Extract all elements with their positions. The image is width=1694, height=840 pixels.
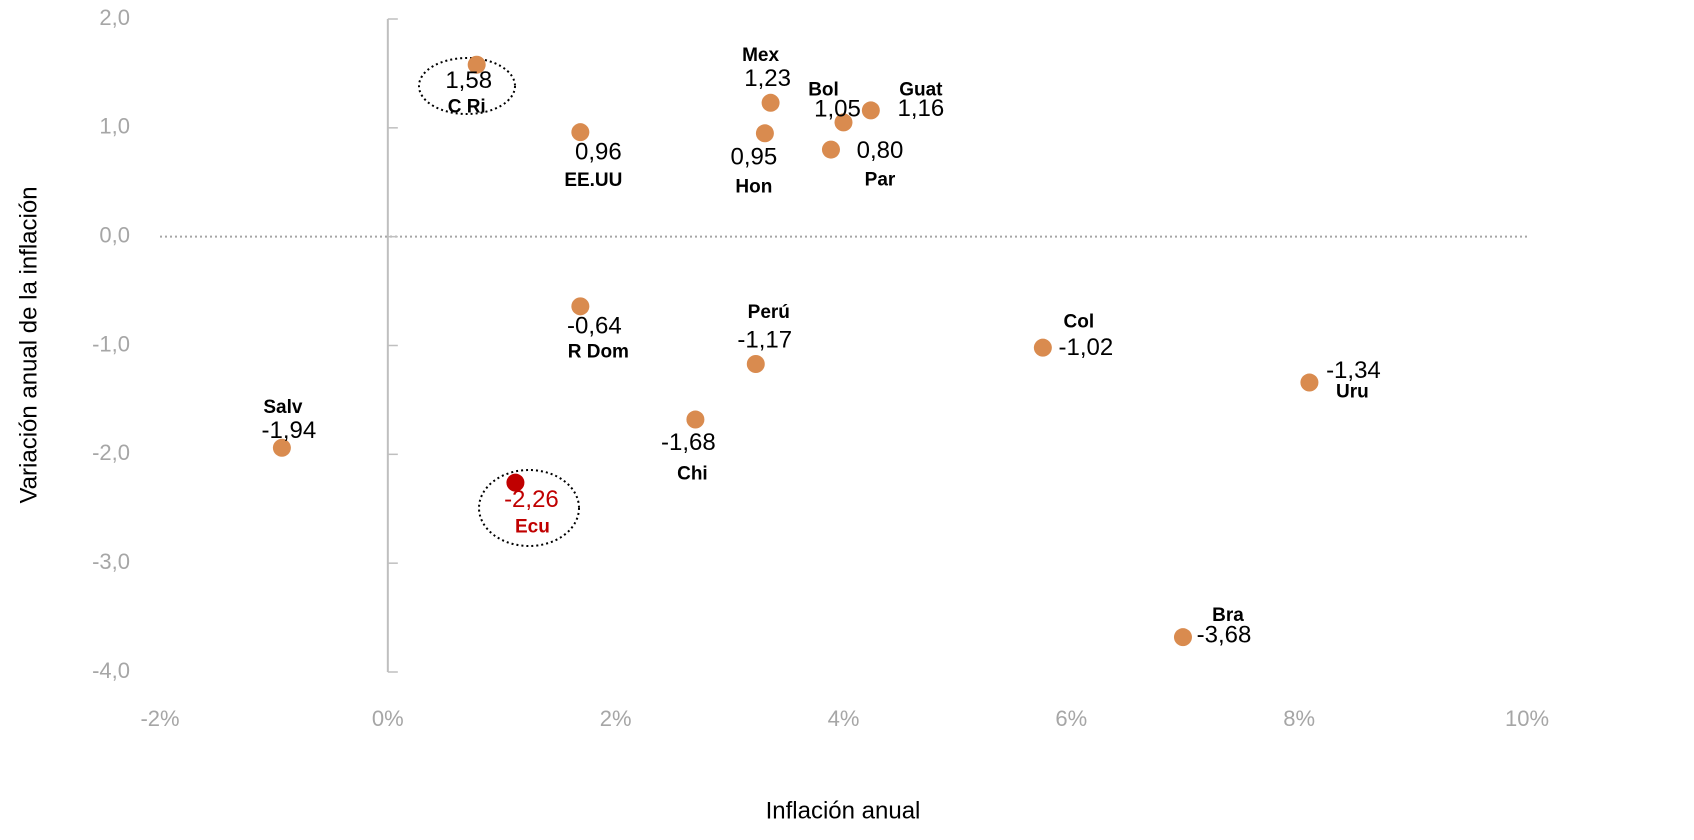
value-label: 0,96 (575, 139, 622, 166)
y-tick-label: -4,0 (92, 658, 130, 683)
value-label: 1,05 (814, 96, 861, 123)
point-label: Uru (1336, 382, 1369, 403)
point-label: Bol (808, 79, 839, 100)
value-label: -1,02 (1059, 334, 1114, 361)
x-axis-title: Inflación anual (766, 797, 921, 824)
value-label: -2,26 (504, 486, 559, 513)
point-label: Par (865, 170, 896, 191)
y-tick-label: -1,0 (92, 331, 130, 356)
point-label: EE.UU (564, 170, 622, 191)
point-label: Bra (1212, 605, 1244, 626)
point (761, 93, 780, 112)
value-label: 1,16 (897, 95, 944, 122)
x-tick-label: 4% (828, 706, 860, 731)
highlight-ellipse (418, 57, 516, 115)
point-label: Hon (735, 176, 772, 197)
point-label: Mex (742, 45, 779, 66)
point-label: Guat (899, 79, 943, 100)
point-label: Perú (748, 302, 790, 323)
x-tick-label: 8% (1283, 706, 1315, 731)
point (755, 124, 774, 143)
point-label: R Dom (568, 341, 629, 362)
highlight-ellipse (478, 469, 580, 547)
point (272, 438, 291, 457)
value-label: -1,17 (737, 326, 792, 353)
point (467, 55, 486, 74)
x-tick-label: 2% (600, 706, 632, 731)
point (1033, 338, 1052, 357)
y-tick-label: 2,0 (99, 5, 130, 30)
point (821, 140, 840, 159)
y-axis-title: Variación anual de la inflación (15, 186, 42, 503)
point-label: C Ri (448, 97, 486, 118)
point-label: Salv (263, 397, 303, 418)
point (834, 113, 853, 132)
y-tick-label: 1,0 (99, 114, 130, 139)
value-label: -1,34 (1326, 357, 1381, 384)
point-label: Ecu (515, 517, 550, 538)
value-label: -3,68 (1197, 622, 1252, 649)
point (861, 101, 880, 120)
value-label: -1,94 (262, 417, 317, 444)
point (506, 473, 525, 492)
value-label: 0,95 (731, 144, 778, 171)
point (571, 123, 590, 142)
value-label: -1,68 (661, 429, 716, 456)
point-label: Col (1064, 312, 1095, 333)
point-label: Chi (677, 464, 708, 485)
value-label: 1,23 (744, 65, 791, 92)
point (571, 297, 590, 316)
point (686, 410, 705, 429)
value-label: 0,80 (857, 137, 904, 164)
point (1173, 628, 1192, 647)
x-tick-label: 0% (372, 706, 404, 731)
point (1300, 373, 1319, 392)
x-tick-label: 10% (1505, 706, 1549, 731)
y-tick-label: -3,0 (92, 549, 130, 574)
point (746, 355, 765, 374)
y-tick-label: 0,0 (99, 222, 130, 247)
x-tick-label: -2% (140, 706, 179, 731)
y-tick-label: -2,0 (92, 440, 130, 465)
x-tick-label: 6% (1055, 706, 1087, 731)
value-label: 1,58 (445, 67, 492, 94)
value-label: -0,64 (567, 313, 622, 340)
